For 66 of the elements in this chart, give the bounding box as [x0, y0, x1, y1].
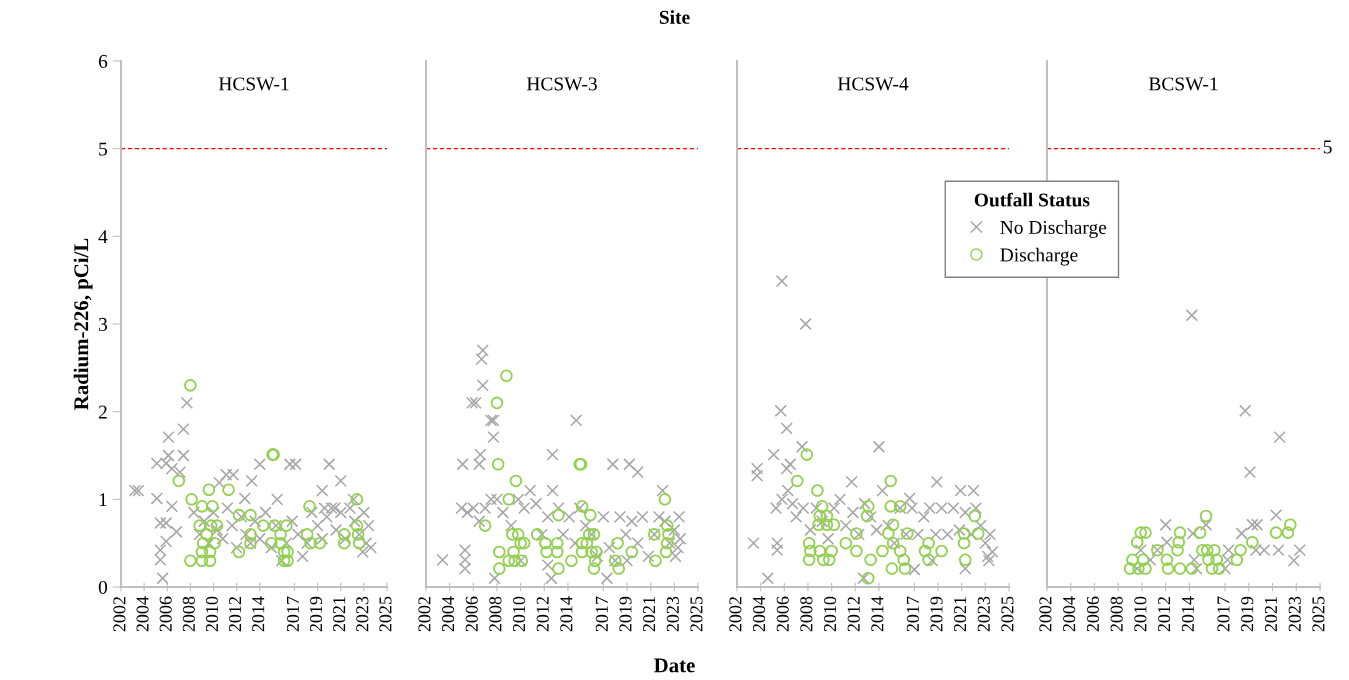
x-tick-label: 2021 — [643, 597, 656, 632]
x-tick-label: 2014 — [1181, 596, 1194, 632]
x-tick-label: 2012 — [536, 597, 549, 632]
x-tick-label: 2012 — [847, 597, 860, 632]
x-tick-label: 2008 — [489, 596, 502, 632]
y-tick-label: 5 — [99, 142, 108, 156]
text: HCSW-1 — [218, 77, 289, 91]
legend-title: Outfall Status — [974, 192, 1090, 207]
x-axis-title: Date — [654, 658, 695, 673]
x-tick-label: 2008 — [800, 596, 813, 632]
x-tick-label: 2017 — [1217, 596, 1230, 632]
y-tick-label: 6 — [98, 54, 108, 68]
x-tick-label: 2002 — [113, 597, 126, 632]
text: HCSW-3 — [526, 77, 597, 91]
y-tick-label: 3 — [99, 317, 108, 331]
legend-label: Discharge — [1000, 247, 1078, 266]
x-tick-label: 2025 — [1001, 596, 1014, 632]
text: HCSW-4 — [837, 77, 909, 91]
x-tick-label: 2025 — [1312, 596, 1325, 632]
x-tick-label: 2004 — [136, 596, 149, 632]
x-tick-label: 2004 — [1063, 596, 1076, 632]
y-tick-label: 2 — [98, 405, 107, 419]
legend-label: No Discharge — [1000, 220, 1107, 239]
x-tick-label: 2010 — [205, 596, 219, 632]
ref-line-label: 5 — [1323, 140, 1332, 154]
x-tick-label: 2023 — [356, 596, 369, 632]
x-tick-label: 2002 — [729, 597, 742, 632]
y-axis-title: Radium-226, pCi/L — [73, 238, 93, 410]
x-tick-label: 2002 — [1039, 597, 1052, 632]
x-tick-label: 2023 — [666, 596, 679, 632]
x-tick-label: 2008 — [1110, 596, 1123, 632]
x-tick-label: 2012 — [1158, 597, 1171, 632]
x-tick-label: 2004 — [752, 596, 766, 632]
x-tick-label: 2010 — [823, 596, 837, 632]
x-tick-label: 2004 — [441, 596, 455, 632]
x-tick-label: 2019 — [619, 596, 632, 632]
x-tick-label: 2021 — [1264, 597, 1278, 632]
x-tick-label: 2017 — [906, 596, 919, 632]
x-tick-label: 2019 — [1241, 596, 1254, 632]
x-tick-label: 2017 — [595, 596, 608, 632]
x-tick-label: 2025 — [379, 596, 392, 632]
x-tick-label: 2023 — [977, 596, 990, 632]
x-tick-label: 2014 — [871, 596, 884, 632]
y-tick-label: 1 — [99, 493, 107, 507]
text: BCSW-1 — [1148, 77, 1218, 91]
x-tick-label: 2008 — [182, 596, 195, 632]
x-tick-label: 2019 — [930, 596, 943, 632]
x-tick-label: 2014 — [560, 596, 573, 632]
x-tick-label: 2006 — [1086, 596, 1099, 632]
y-tick-label: 0 — [98, 580, 108, 594]
x-tick-label: 2010 — [1134, 596, 1147, 632]
x-tick-label: 2002 — [418, 597, 431, 632]
x-tick-label: 2025 — [690, 596, 703, 632]
x-tick-label: 2010 — [512, 596, 526, 632]
x-tick-label: 2017 — [286, 596, 299, 632]
x-tick-label: 2006 — [465, 596, 478, 632]
y-tick-label: 4 — [98, 230, 108, 244]
x-tick-label: 2021 — [333, 597, 346, 632]
x-tick-label: 2023 — [1288, 596, 1301, 632]
x-tick-label: 2019 — [309, 596, 323, 632]
x-tick-label: 2021 — [954, 597, 967, 632]
x-tick-label: 2006 — [159, 596, 172, 632]
x-tick-label: 2006 — [776, 596, 789, 632]
x-tick-label: 2012 — [228, 597, 242, 632]
text: Site — [659, 10, 690, 24]
x-tick-label: 2014 — [252, 596, 265, 632]
